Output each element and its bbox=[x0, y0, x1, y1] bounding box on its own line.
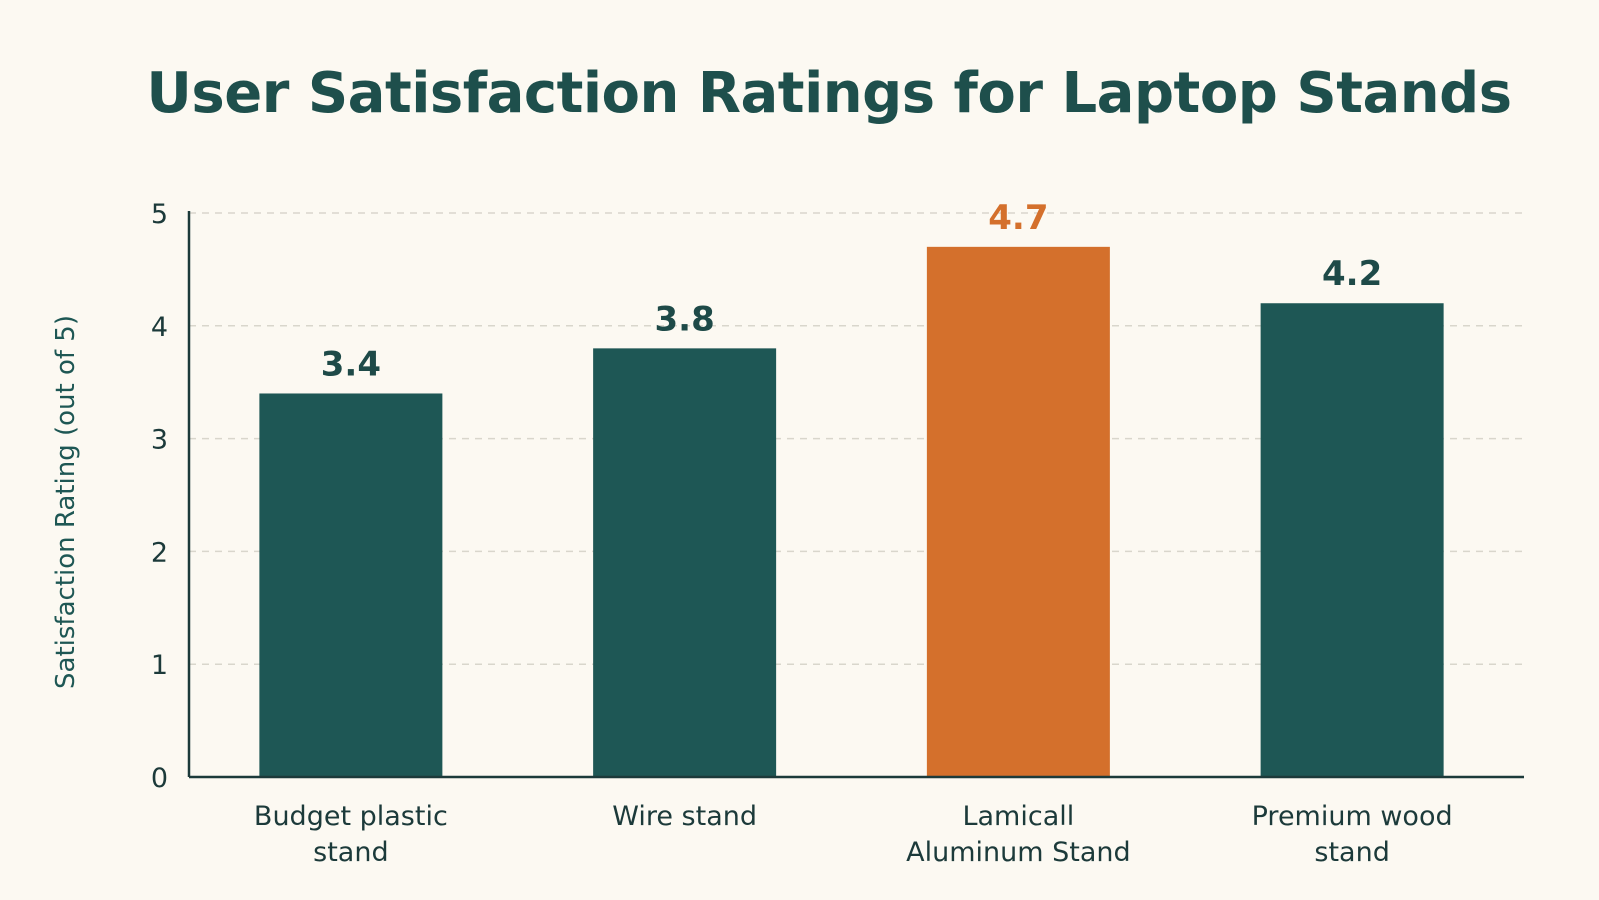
y-axis-ticks: 0 1 2 3 4 5 bbox=[151, 199, 168, 794]
chart-title: User Satisfaction Ratings for Laptop Sta… bbox=[146, 61, 1511, 126]
bar bbox=[926, 246, 1110, 778]
y-axis-label: Satisfaction Rating (out of 5) bbox=[51, 315, 81, 689]
y-tick-label: 1 bbox=[151, 650, 168, 681]
x-tick-label: Budget plastic stand bbox=[254, 801, 448, 868]
value-label: 3.4 bbox=[321, 344, 381, 384]
y-tick-label: 2 bbox=[151, 537, 168, 568]
x-tick-label: Lamicall Aluminum Stand bbox=[906, 801, 1131, 868]
value-label: 3.8 bbox=[655, 299, 715, 339]
y-tick-label: 4 bbox=[151, 312, 168, 343]
value-label: 4.2 bbox=[1322, 254, 1382, 294]
bar bbox=[259, 393, 443, 777]
bars bbox=[259, 246, 1444, 778]
value-label: 4.7 bbox=[988, 198, 1048, 238]
y-tick-label: 3 bbox=[151, 425, 168, 456]
y-tick-label: 0 bbox=[151, 763, 168, 794]
x-tick-label: Premium wood stand bbox=[1252, 801, 1453, 868]
bar bbox=[1260, 303, 1444, 777]
x-tick-label: Wire stand bbox=[612, 801, 757, 832]
x-axis-ticks: Budget plastic stand Wire stand Lamicall Alu… bbox=[254, 801, 1453, 868]
y-tick-label: 5 bbox=[151, 199, 168, 230]
bar bbox=[593, 348, 777, 777]
value-labels: 3.4 3.8 4.7 4.2 bbox=[321, 198, 1382, 385]
